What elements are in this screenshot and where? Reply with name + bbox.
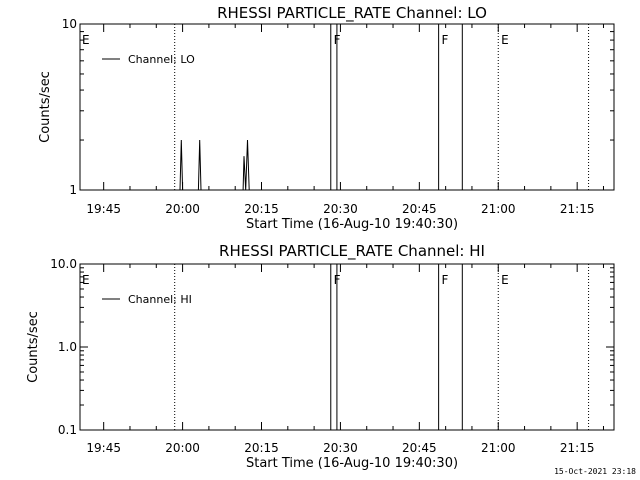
x-tick-label: 20:45 bbox=[402, 441, 437, 455]
chart-panel-2: RHESSI PARTICLE_RATE Channel: HI 19:45 20:… bbox=[26, 242, 615, 471]
event-marker-f: F bbox=[442, 33, 449, 47]
x-tick-label: 21:00 bbox=[481, 441, 516, 455]
event-marker-e: E bbox=[82, 273, 90, 287]
x-tick-label: 21:15 bbox=[560, 202, 595, 216]
event-marker-f: F bbox=[442, 273, 449, 287]
chart-panel-1: RHESSI PARTICLE_RATE Channel: LO 19:45 20:… bbox=[38, 4, 615, 232]
y-tick-label: 10 bbox=[62, 17, 77, 31]
y-tick-label: 1.0 bbox=[58, 340, 77, 354]
x-tick-label: 21:00 bbox=[481, 202, 516, 216]
chart-title: RHESSI PARTICLE_RATE Channel: LO bbox=[217, 4, 487, 23]
plot-frame bbox=[79, 263, 615, 431]
x-tick-label: 20:00 bbox=[165, 441, 200, 455]
x-tick-label: 20:30 bbox=[323, 441, 358, 455]
x-tick-label: 20:15 bbox=[244, 441, 279, 455]
x-tick-label: 21:15 bbox=[560, 441, 595, 455]
x-tick-label: 20:30 bbox=[323, 202, 358, 216]
event-marker-e: E bbox=[82, 33, 90, 47]
plot-frame bbox=[79, 23, 615, 191]
x-axis-label: Start Time (16-Aug-10 19:40:30) bbox=[246, 217, 458, 232]
legend-label: Channel: LO bbox=[128, 53, 195, 66]
y-tick-label: 1 bbox=[69, 183, 77, 197]
event-marker-e: E bbox=[501, 33, 509, 47]
x-tick-label: 20:00 bbox=[165, 202, 200, 216]
x-tick-label: 19:45 bbox=[86, 441, 121, 455]
timestamp: 15-Oct-2021 23:18 bbox=[554, 467, 636, 476]
event-marker-e: E bbox=[501, 273, 509, 287]
x-tick-label: 20:45 bbox=[402, 202, 437, 216]
x-tick-label: 20:15 bbox=[244, 202, 279, 216]
y-tick-label: 10.0 bbox=[50, 257, 77, 271]
x-tick-label: 19:45 bbox=[86, 202, 121, 216]
y-tick-label: 0.1 bbox=[58, 423, 77, 437]
y-axis-label: Counts/sec bbox=[26, 311, 41, 383]
event-marker-f: F bbox=[334, 273, 341, 287]
y-axis-label: Counts/sec bbox=[38, 71, 53, 143]
series-line-channel-lo bbox=[80, 139, 612, 191]
legend-label: Channel: HI bbox=[128, 293, 192, 306]
chart-title: RHESSI PARTICLE_RATE Channel: HI bbox=[219, 242, 485, 261]
event-marker-f: F bbox=[334, 33, 341, 47]
x-axis-label: Start Time (16-Aug-10 19:40:30) bbox=[246, 456, 458, 471]
